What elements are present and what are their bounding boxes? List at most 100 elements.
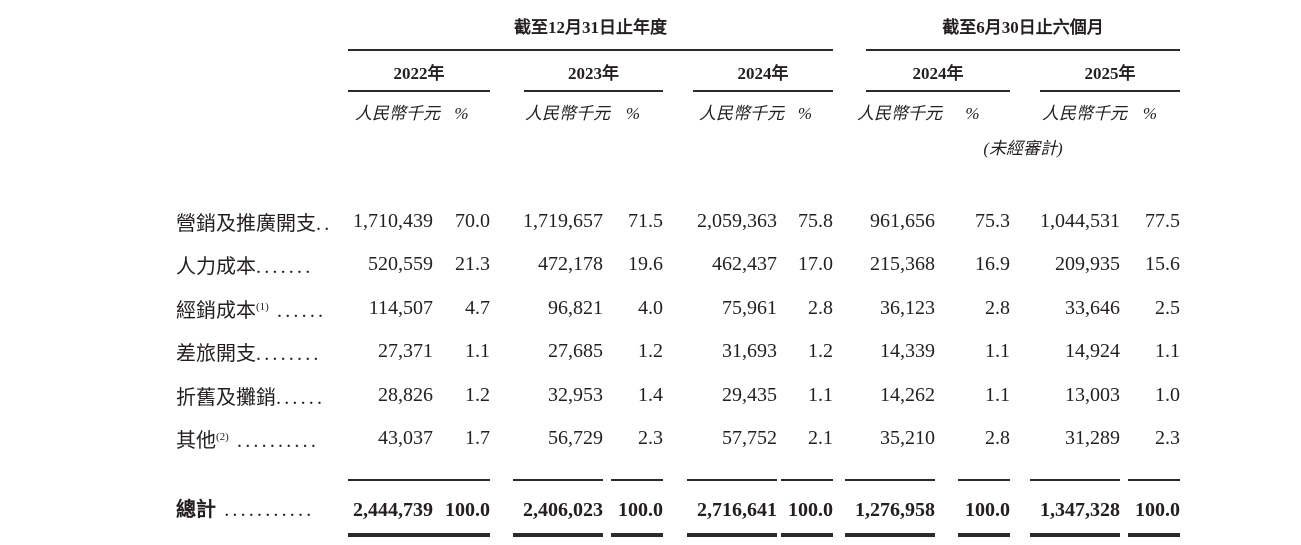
cell-value: 2.3 [1155, 427, 1180, 449]
dot-leader: ....... [256, 256, 314, 278]
total-value: 1,276,958 [855, 499, 935, 521]
corner-cell [176, 0, 348, 51]
annual-period-header: 截至12月31日止年度 [348, 0, 833, 51]
subtotal-rule [348, 479, 438, 481]
cell-value: 19.6 [628, 253, 663, 275]
cell-value: 114,507 [368, 296, 433, 319]
cell-value: 2.5 [1155, 296, 1180, 319]
expense-breakdown-table: 截至12月31日止年度 截至6月30日止六個月 2022年 2023年 2024… [176, 0, 1180, 542]
total-value: 2,444,739 [353, 499, 433, 521]
total-double-rule [687, 533, 777, 537]
cell-value: 14,924 [1065, 340, 1120, 362]
unaudited-note: (未經審計) [983, 138, 1063, 158]
dot-leader: ........... [216, 499, 315, 521]
interim-period-title: 截至6月30日止六個月 [866, 13, 1180, 51]
cell-value: 462,437 [712, 253, 777, 275]
cell-value: 31,693 [722, 340, 777, 362]
cell-value: 209,935 [1055, 253, 1120, 275]
table-row-others: 其他(2) .......... 43,037 1.7 56,729 2.3 5… [176, 417, 1180, 460]
dot-leader: ...... [276, 386, 326, 409]
cell-value: 2,059,363 [697, 209, 777, 232]
cell-value: 1.4 [638, 383, 663, 406]
year-header-2024: 2024年 [663, 51, 833, 92]
cell-value: 36,123 [880, 296, 935, 319]
cell-value: 2.3 [638, 427, 663, 449]
cell-value: 17.0 [798, 253, 833, 275]
subtotal-rule [1128, 479, 1180, 481]
total-double-rule [1128, 533, 1180, 537]
cell-value: 27,685 [548, 340, 603, 362]
cell-value: 2.8 [985, 427, 1010, 449]
subtotal-rule [438, 479, 490, 481]
subtotal-rule [845, 479, 935, 481]
subtotal-rule [1030, 479, 1120, 481]
cell-value: 2.1 [808, 427, 833, 449]
row-label: 折舊及攤銷...... [176, 386, 326, 409]
cell-value: 21.3 [455, 253, 490, 275]
cell-value: 520,559 [368, 253, 433, 275]
total-double-rule [1030, 533, 1120, 537]
cell-value: 4.0 [638, 296, 663, 319]
cell-value: 1.7 [465, 427, 490, 449]
total-value: 2,716,641 [697, 499, 777, 521]
total-row: 總計 ........... 2,444,739 100.0 2,406,023… [176, 481, 1180, 530]
cell-value: 56,729 [548, 427, 603, 449]
cell-value: 75.8 [798, 209, 833, 232]
cell-value: 96,821 [548, 296, 603, 319]
unit-header: 人民幣千元 [699, 104, 784, 123]
dot-leader: ........ [256, 343, 322, 365]
dot-leader: .......... [228, 430, 320, 452]
cell-value: 57,752 [722, 427, 777, 449]
cell-value: 13,003 [1065, 383, 1120, 406]
row-label: 其他(2) .......... [176, 430, 320, 452]
total-double-rule [438, 533, 490, 537]
cell-value: 14,262 [880, 383, 935, 406]
cell-value: 4.7 [465, 296, 490, 319]
table-row-travel: 差旅開支........ 27,371 1.1 27,685 1.2 31,69… [176, 330, 1180, 373]
cell-value: 2.8 [808, 296, 833, 319]
unaudited-row: (未經審計) [176, 130, 1180, 162]
percent-header: % [454, 104, 469, 123]
period-header-row: 截至12月31日止年度 截至6月30日止六個月 [176, 0, 1180, 51]
cell-value: 1.0 [1155, 383, 1180, 406]
subtotal-rule-row [176, 460, 1180, 481]
total-value: 100.0 [965, 499, 1010, 521]
row-label: 營銷及推廣開支.. [176, 212, 333, 235]
cell-value: 33,646 [1065, 296, 1120, 319]
cell-value: 1.1 [985, 383, 1010, 406]
spacer-row [176, 162, 1180, 199]
cell-value: 1.2 [465, 383, 490, 406]
percent-header: % [965, 104, 980, 123]
unit-header: 人民幣千元 [857, 104, 942, 123]
total-double-rule [958, 533, 1010, 537]
subtotal-rule [513, 479, 603, 481]
total-double-rule [348, 533, 438, 537]
total-double-rule [845, 533, 935, 537]
cell-value: 1.1 [465, 340, 490, 362]
total-double-rule [611, 533, 663, 537]
total-value: 2,406,023 [523, 499, 603, 521]
unit-header: 人民幣千元 [525, 104, 610, 123]
subtotal-rule [687, 479, 777, 481]
cell-value: 1,710,439 [353, 209, 433, 232]
percent-header: % [797, 104, 813, 123]
cell-value: 27,371 [378, 340, 433, 362]
cell-value: 14,339 [880, 340, 935, 362]
dot-leader: ...... [268, 299, 327, 322]
year-header-2022: 2022年 [348, 51, 490, 92]
cell-value: 961,656 [870, 209, 935, 232]
footnote-marker: (1) [256, 300, 269, 313]
cell-value: 71.5 [628, 209, 663, 232]
cell-value: 1.2 [808, 340, 833, 362]
cell-value: 31,289 [1065, 427, 1120, 449]
cell-value: 1,044,531 [1040, 209, 1120, 232]
unit-header-row: 人民幣千元 % 人民幣千元 % 人民幣千元 % 人民幣千元 % 人民幣千元 % [176, 92, 1180, 130]
row-label: 差旅開支........ [176, 343, 322, 365]
cell-value: 1.1 [808, 383, 833, 406]
cell-value: 35,210 [880, 427, 935, 449]
cell-value: 1,719,657 [523, 209, 603, 232]
total-value: 100.0 [618, 499, 663, 521]
cell-value: 15.6 [1145, 253, 1180, 275]
cell-value: 16.9 [975, 253, 1010, 275]
